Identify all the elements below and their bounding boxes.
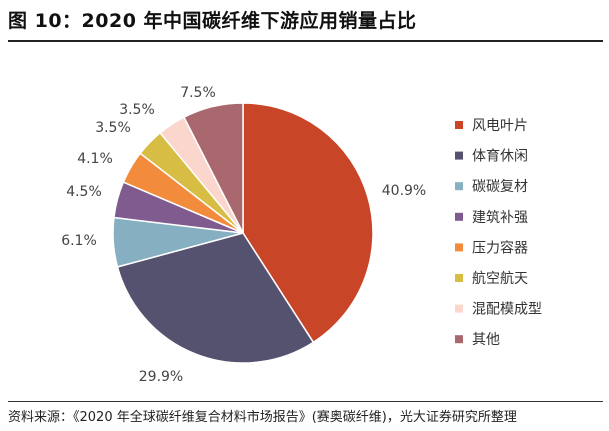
slice-percentage-label: 29.9% bbox=[139, 369, 183, 385]
legend-label: 体育休闲 bbox=[472, 149, 528, 165]
legend-swatch bbox=[455, 151, 463, 160]
legend-label: 风电叶片 bbox=[472, 118, 528, 134]
pie-slices bbox=[112, 102, 374, 364]
percentage-labels: 40.9% 29.9% 6.1% 4.5% 4.1% 3.5% 3.5% 7.5% bbox=[61, 85, 426, 385]
legend-swatch bbox=[455, 304, 463, 313]
legend-swatch bbox=[455, 212, 463, 221]
pie-slice bbox=[116, 232, 315, 364]
slice-percentage-label: 3.5% bbox=[95, 120, 131, 136]
legend-swatch bbox=[455, 121, 463, 129]
slice-percentage-label: 4.1% bbox=[77, 151, 113, 167]
legend-label: 压力容器 bbox=[472, 239, 528, 256]
legend-label: 建筑补强 bbox=[472, 210, 528, 226]
slice-percentage-label: 4.5% bbox=[66, 184, 102, 200]
pie-chart: 40.9% 29.9% 6.1% 4.5% 4.1% 3.5% 3.5% 7.5% 风电叶片体… bbox=[61, 85, 542, 385]
legend-swatch bbox=[455, 182, 463, 191]
slice-percentage-label: 7.5% bbox=[180, 85, 216, 101]
legend-label: 其他 bbox=[472, 332, 500, 348]
source-note: 资料来源：《2020 年全球碳纤维复合材料市场报告》(赛奥碳纤维)，光大证券研究… bbox=[8, 410, 517, 425]
slice-percentage-label: 6.1% bbox=[61, 233, 97, 249]
legend-swatch bbox=[455, 243, 463, 252]
legend-label: 混配模成型 bbox=[472, 302, 542, 318]
figure-title: 图 10：2020 年中国碳纤维下游应用销量占比 bbox=[8, 10, 417, 32]
pie-slice bbox=[182, 102, 244, 234]
legend-swatch bbox=[455, 335, 463, 344]
source-divider bbox=[8, 401, 603, 402]
title-divider bbox=[8, 40, 603, 42]
slice-percentage-label: 40.9% bbox=[382, 183, 426, 199]
legend-label: 航空航天 bbox=[472, 271, 528, 287]
slice-percentage-label: 3.5% bbox=[119, 102, 155, 118]
legend-label: 碳碳复材 bbox=[472, 178, 528, 195]
legend-swatch bbox=[455, 274, 463, 282]
